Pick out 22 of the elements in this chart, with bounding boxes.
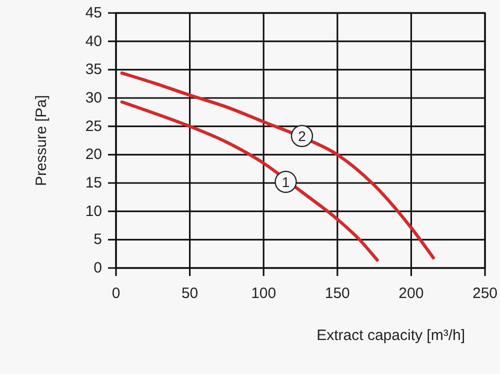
line-series [120,100,379,262]
x-tick-label: 50 [181,285,198,302]
y-tick-label: 35 [85,61,102,78]
line-series [120,71,435,260]
y-tick-label: 20 [85,146,102,164]
y-tick-label: 45 [85,4,102,22]
x-tick-label: 0 [112,285,120,302]
y-tick-label: 0 [94,260,102,276]
y-axis-title: Pressure [Pa] [33,95,50,186]
y-tick-label: 40 [85,32,102,50]
y-tick-label: 30 [85,90,102,106]
y-tick-label: 15 [85,174,102,192]
x-tick-label: 100 [251,285,276,302]
y-tick-label: 10 [85,202,102,220]
x-tick-label: 200 [398,285,424,302]
annotation: 2 [298,128,306,144]
x-tick-label: 250 [472,285,498,302]
annotation: 1 [282,174,290,190]
y-tick-label: 5 [94,231,102,248]
y-tick-label: 25 [85,118,102,135]
x-axis-title: Extract capacity [m³/h] [316,327,465,344]
x-tick-label: 150 [324,285,350,302]
